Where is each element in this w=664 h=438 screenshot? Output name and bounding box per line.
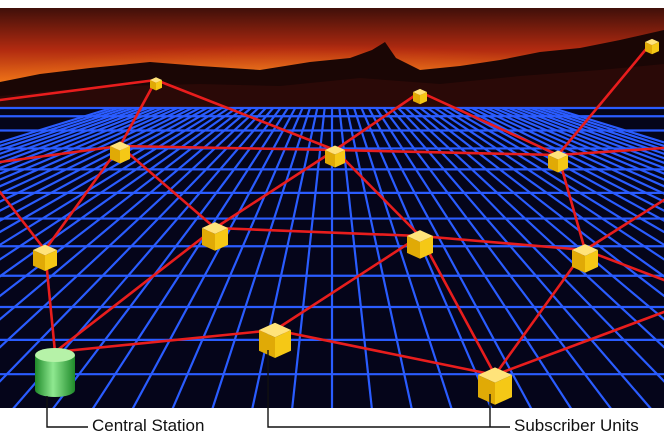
subscriber-unit-icon	[413, 88, 427, 105]
grid-column-line	[478, 107, 664, 195]
grid-column-line	[471, 107, 664, 203]
grid-column-line	[485, 106, 664, 188]
subscriber-unit-icon	[202, 222, 228, 251]
grid-column-line	[210, 107, 311, 411]
grid-column-line	[0, 106, 164, 175]
grid-column-line	[290, 107, 326, 411]
grid-column-line	[397, 107, 664, 383]
grid-column-line	[353, 107, 454, 411]
subscriber-unit-icon	[259, 322, 291, 358]
subscriber-unit-icon	[325, 145, 345, 168]
central-station-icon	[35, 348, 75, 397]
subscriber-unit-icon	[478, 367, 512, 405]
grid-column-line	[0, 107, 230, 261]
network-links	[0, 40, 664, 377]
grid-column-line	[515, 106, 664, 165]
grid-column-line	[0, 107, 252, 321]
grid-column-line	[0, 106, 149, 165]
grid-column-line	[131, 107, 297, 411]
grid-column-line	[345, 107, 414, 411]
subscriber-unit-icon	[645, 38, 659, 55]
subscriber-unit-icon	[407, 230, 433, 259]
grid-column-line	[0, 107, 193, 203]
grid-column-line	[449, 107, 664, 234]
leader-lines	[46, 350, 510, 428]
subscriber-unit-icon	[150, 77, 162, 91]
grid-column-line	[426, 107, 664, 278]
grid-column-line	[0, 107, 223, 247]
grid-column-line	[441, 107, 664, 247]
grid-column-line	[0, 106, 171, 181]
subscriber-unit-icon	[110, 141, 130, 164]
grid-column-line	[360, 107, 494, 411]
grid-column-line	[389, 107, 653, 411]
grid-column-line	[508, 106, 664, 170]
subscriber-unit-icon	[33, 244, 57, 271]
grid-column-line	[404, 107, 664, 349]
grid-column-line	[91, 107, 289, 411]
grid-column-line	[0, 107, 260, 349]
grid-column-line	[500, 106, 664, 175]
grid-column-line	[0, 106, 179, 188]
grid-column-line	[0, 107, 186, 195]
grid-column-line	[0, 107, 238, 278]
grid-column-line	[250, 107, 319, 411]
subscriber-unit-icon	[572, 244, 598, 273]
grid-column-line	[170, 107, 304, 411]
central-station-label: Central Station	[92, 416, 205, 435]
subscriber-units	[33, 38, 659, 405]
grid-column-line	[434, 107, 664, 261]
grid-column-line	[0, 107, 267, 383]
grid-column-line	[51, 107, 282, 411]
subscriber-unit-icon	[548, 150, 568, 173]
grid-column-line	[382, 107, 613, 411]
subscriber-units-label: Subscriber Units	[514, 416, 639, 435]
grid-column-line	[419, 107, 664, 298]
grid-column-line	[0, 107, 201, 212]
grid-column-line	[493, 106, 664, 181]
